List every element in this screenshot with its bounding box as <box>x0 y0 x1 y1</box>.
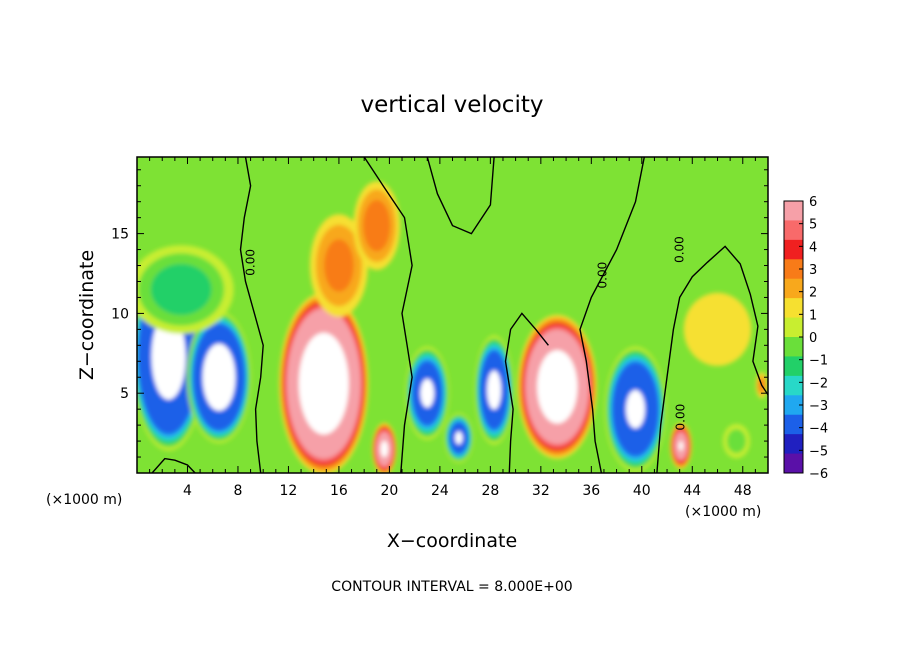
y-axis-title: Z−coordinate <box>76 250 98 380</box>
field-level <box>151 313 186 400</box>
x-tick-label: 16 <box>330 483 348 499</box>
contour-label: 0.00 <box>674 404 688 431</box>
y-axis: 5 10 15 <box>111 169 768 458</box>
colorbar: 6 5 4 3 2 1 0 −1 −2 −3 −4 −5 −6 <box>783 195 828 482</box>
zero-contour-line <box>656 245 768 473</box>
contour-label: 0.00 <box>243 249 257 276</box>
velocity-field <box>137 181 768 473</box>
colorbar-tick-label: −3 <box>809 399 828 414</box>
colorbar-tick-label: 5 <box>809 218 817 233</box>
x-tick-label: 44 <box>683 483 701 499</box>
field-blob <box>722 423 750 459</box>
x-tick-label: 36 <box>582 483 600 499</box>
y-unit-label: (×1000 m) <box>46 492 122 508</box>
colorbar-tick-label: 2 <box>809 286 817 301</box>
chart-title: vertical velocity <box>361 92 544 118</box>
x-tick-label: 40 <box>633 483 651 499</box>
colorbar-swatch <box>784 434 803 455</box>
zero-contours: 0.00 0.00 0.00 0.00 <box>151 157 768 473</box>
field-blob <box>353 181 401 270</box>
field-level <box>298 332 349 435</box>
field-blob <box>444 413 474 463</box>
field-blob <box>405 346 450 440</box>
x-axis-title: X−coordinate <box>387 530 517 552</box>
field-level <box>626 390 645 429</box>
colorbar-swatch <box>784 375 803 396</box>
contour-label: 0.00 <box>672 236 686 263</box>
plot-area: 0.00 0.00 0.00 0.00 <box>137 157 768 473</box>
colorbar-swatch <box>784 453 803 474</box>
zero-contour-line <box>426 157 495 235</box>
field-blob <box>309 214 368 317</box>
field-level <box>363 200 391 252</box>
colorbar-tick-label: 3 <box>809 263 817 278</box>
y-tick-label: 15 <box>111 227 129 243</box>
colorbar-swatch <box>784 220 803 241</box>
field-blob <box>517 314 597 459</box>
colorbar-tick-label: −6 <box>809 467 828 482</box>
x-tick-label: 8 <box>233 483 242 499</box>
y-tick-label: 10 <box>111 306 129 322</box>
field-level <box>324 239 354 292</box>
colorbar-tick-label: 1 <box>809 308 817 323</box>
field-blob <box>372 422 397 473</box>
y-tick-label: 5 <box>120 386 129 402</box>
field-blob <box>604 346 667 472</box>
colorbar-swatch <box>784 317 803 338</box>
colorbar-swatch <box>784 278 803 299</box>
field-level <box>150 263 212 316</box>
field-level <box>678 441 684 451</box>
field-blob <box>137 245 234 334</box>
field-blob <box>474 335 514 445</box>
colorbar-tick-label: −2 <box>809 376 828 391</box>
x-tick-label: 48 <box>734 483 752 499</box>
x-tick-label: 28 <box>481 483 499 499</box>
field-level <box>202 343 236 411</box>
zero-contour-line <box>579 157 645 473</box>
x-tick-label: 12 <box>280 483 298 499</box>
colorbar-swatch <box>784 356 803 377</box>
colorbar-swatch <box>784 414 803 435</box>
colorbar-tick-label: −1 <box>809 354 828 369</box>
zero-contour-line <box>239 157 264 473</box>
colorbar-swatch <box>784 259 803 280</box>
field-level <box>455 431 463 445</box>
field-level <box>380 440 389 458</box>
field-level <box>726 428 747 454</box>
x-tick-label: 24 <box>431 483 449 499</box>
zero-contour-line <box>151 457 196 473</box>
field-blob <box>669 422 692 470</box>
colorbar-swatch <box>784 395 803 416</box>
field-blob <box>683 292 752 366</box>
colorbar-tick-label: 6 <box>809 195 817 210</box>
zero-contour-line <box>504 312 549 473</box>
colorbar-tick-label: 4 <box>809 240 817 255</box>
field-level <box>537 350 578 424</box>
field-level <box>683 292 752 366</box>
field-level <box>487 370 502 410</box>
field-level <box>420 378 435 408</box>
contour-interval-note: CONTOUR INTERVAL = 8.000E+00 <box>331 579 572 595</box>
colorbar-swatch <box>784 201 803 221</box>
colorbar-tick-label: 0 <box>809 331 817 346</box>
field-blob <box>186 311 252 444</box>
colorbar-tick-label: −5 <box>809 444 828 459</box>
x-axis: 4 8 12 16 20 24 28 32 36 40 44 48 <box>149 157 756 499</box>
x-unit-label: (×1000 m) <box>685 504 761 520</box>
colorbar-swatch <box>784 337 803 357</box>
field-blob <box>279 292 369 473</box>
colorbar-swatch <box>784 239 803 260</box>
colorbar-tick-label: −4 <box>809 422 828 437</box>
x-tick-label: 4 <box>183 483 192 499</box>
zero-contour-line <box>363 157 413 473</box>
contour-label: 0.00 <box>595 262 609 289</box>
colorbar-swatch <box>784 298 803 319</box>
x-tick-label: 32 <box>532 483 550 499</box>
x-tick-label: 20 <box>380 483 398 499</box>
